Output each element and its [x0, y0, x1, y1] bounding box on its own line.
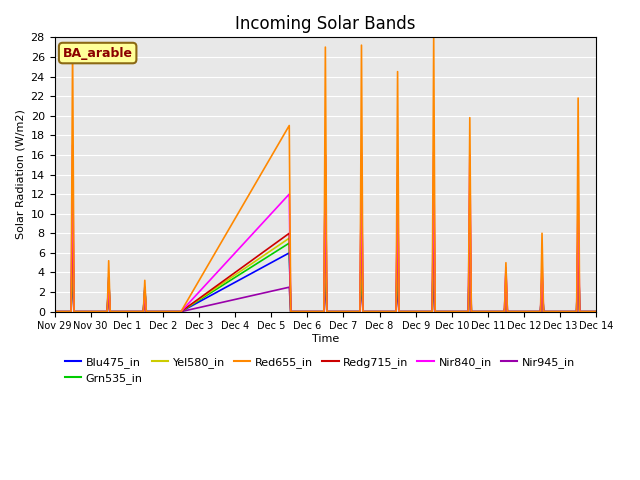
Nir840_in [550, 309, 558, 314]
Nir945_in [378, 309, 386, 314]
Yel580_in [518, 309, 525, 314]
Nir945_in [233, 296, 241, 302]
Nir840_in [628, 309, 636, 314]
Grn535_in [378, 309, 386, 314]
Line: Redg715_in: Redg715_in [54, 155, 632, 312]
Grn535_in [233, 274, 241, 279]
Line: Red655_in: Red655_in [54, 37, 632, 312]
Y-axis label: Solar Radiation (W/m2): Solar Radiation (W/m2) [15, 109, 25, 240]
Redg715_in [620, 309, 628, 314]
Red655_in [550, 309, 558, 314]
Nir945_in [628, 309, 636, 314]
Nir840_in [109, 309, 116, 314]
Redg715_in [518, 309, 525, 314]
Line: Grn535_in: Grn535_in [54, 233, 632, 312]
Legend: Blu475_in, Grn535_in, Yel580_in, Red655_in, Redg715_in, Nir840_in, Nir945_in: Blu475_in, Grn535_in, Yel580_in, Red655_… [60, 352, 579, 388]
Blu475_in [68, 230, 76, 236]
Nir945_in [518, 309, 525, 314]
Red655_in [620, 309, 628, 314]
Nir840_in [378, 309, 386, 314]
Nir840_in [518, 309, 525, 314]
Nir945_in [109, 309, 116, 314]
Blu475_in [550, 309, 558, 314]
Red655_in [378, 309, 386, 314]
Redg715_in [108, 309, 116, 314]
Grn535_in [108, 309, 116, 314]
Nir840_in [51, 309, 58, 314]
Yel580_in [233, 271, 241, 276]
Text: BA_arable: BA_arable [63, 47, 132, 60]
Grn535_in [51, 309, 58, 314]
Redg715_in [628, 309, 636, 314]
Blu475_in [518, 309, 525, 314]
Redg715_in [550, 309, 558, 314]
Grn535_in [628, 309, 636, 314]
Redg715_in [378, 309, 386, 314]
Line: Yel580_in: Yel580_in [54, 231, 632, 312]
Blu475_in [109, 309, 116, 314]
Nir840_in [233, 248, 241, 253]
Line: Nir840_in: Nir840_in [54, 145, 632, 312]
Nir945_in [51, 309, 58, 314]
Blu475_in [628, 309, 636, 314]
Blu475_in [378, 309, 386, 314]
Red655_in [628, 309, 636, 314]
Redg715_in [321, 152, 329, 158]
Yel580_in [550, 309, 558, 314]
Nir840_in [620, 309, 628, 314]
Red655_in [108, 309, 116, 314]
Red655_in [233, 213, 241, 218]
Yel580_in [108, 309, 116, 314]
Blu475_in [233, 278, 241, 284]
Yel580_in [378, 309, 386, 314]
Line: Nir945_in: Nir945_in [54, 273, 632, 312]
Grn535_in [518, 309, 525, 314]
Nir945_in [620, 309, 628, 314]
Nir840_in [68, 142, 76, 148]
Red655_in [430, 35, 438, 40]
Yel580_in [628, 309, 636, 314]
Red655_in [518, 309, 525, 314]
Yel580_in [430, 228, 438, 234]
Nir945_in [550, 309, 558, 314]
Grn535_in [550, 309, 558, 314]
Yel580_in [51, 309, 58, 314]
Nir945_in [68, 270, 76, 276]
Grn535_in [620, 309, 628, 314]
Blu475_in [620, 309, 628, 314]
X-axis label: Time: Time [312, 334, 339, 344]
Yel580_in [620, 309, 628, 314]
Grn535_in [430, 230, 438, 236]
Title: Incoming Solar Bands: Incoming Solar Bands [235, 15, 415, 33]
Redg715_in [233, 268, 241, 274]
Line: Blu475_in: Blu475_in [54, 233, 632, 312]
Red655_in [51, 309, 58, 314]
Redg715_in [51, 309, 58, 314]
Blu475_in [51, 309, 58, 314]
